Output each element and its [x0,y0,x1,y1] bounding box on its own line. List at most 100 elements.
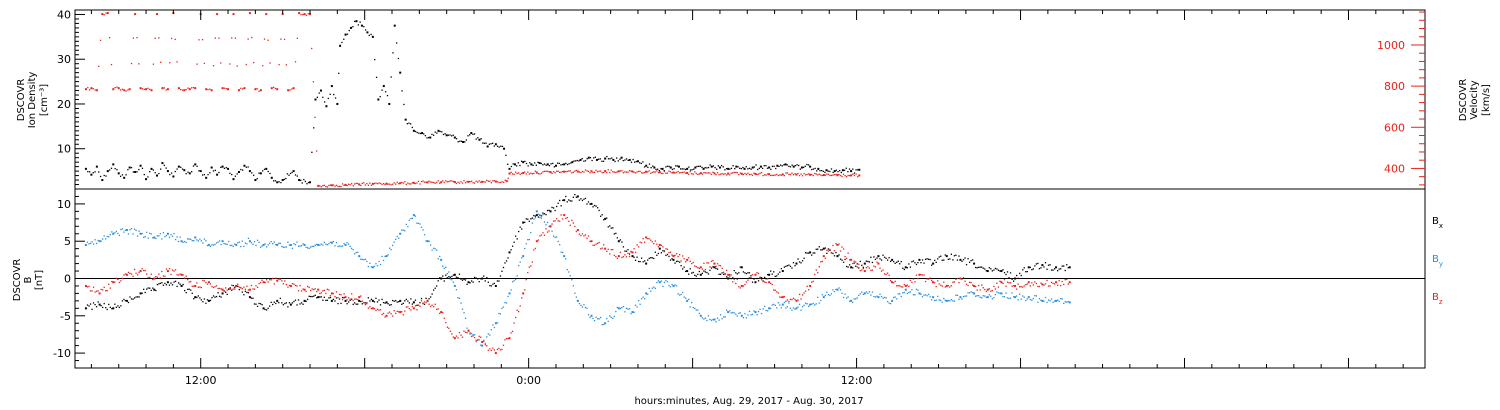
series-by-trace [1047,299,1050,301]
series-by-trace [1067,300,1069,303]
series-by-trace [452,281,455,283]
series-bx-trace [788,264,790,266]
series-bz-trace [920,273,922,276]
series-bx-trace [370,298,373,300]
series-bz-trace [906,284,908,286]
series-by-trace [1053,300,1056,302]
series-ion-density-point [123,176,126,179]
series-bz-trace [801,294,804,296]
series-bx-trace [234,286,236,289]
series-bx-trace [985,270,987,272]
series-by-trace [827,293,830,296]
series-bx-trace [967,258,969,260]
series-by-trace [340,245,342,247]
series-bx-trace [832,252,834,255]
series-by-trace [668,284,670,287]
series-bz-trace [706,262,708,264]
series-bx-trace [603,219,605,221]
series-ion-density-trace [169,173,171,176]
series-velocity-point [216,13,219,16]
series-bx-trace [519,226,521,228]
series-velocity-point [117,87,120,90]
series-by-trace [244,242,247,244]
series-velocity-trace [555,170,558,172]
series-by-trace [1005,292,1007,294]
series-bx-trace [393,300,395,302]
series-bz-trace [361,300,363,302]
series-by-trace [920,293,922,295]
series-bz-trace [1015,288,1018,290]
series-bx-trace [1002,269,1004,271]
series-velocity-trace [530,172,532,174]
series-bx-trace [361,303,363,305]
series-bx-trace [115,306,117,308]
series-ion-density-point [453,136,456,139]
series-bz-trace [820,261,822,263]
series-by-trace [914,294,916,296]
series-bz-trace [832,244,834,247]
series-bx-trace [202,301,204,303]
series-bz-trace [958,282,960,284]
series-by-trace [428,240,430,242]
series-bz-trace [218,287,221,290]
series-ion-density-point [833,170,836,173]
series-ion-density-trace [519,164,521,167]
series-by-trace [880,295,883,298]
series-bx-trace [486,276,488,279]
series-bz-point [1055,281,1058,284]
series-ion-density-trace [286,173,289,175]
series-bz-trace [284,280,286,282]
series-ion-density-trace [333,93,335,96]
series-bx-trace [373,301,376,303]
series-bx-trace [190,289,192,291]
series-bx-trace [902,267,904,269]
series-bx-point [317,296,320,299]
series-bx-trace [313,295,315,297]
series-ion-density-trace [465,139,468,141]
series-by-trace [566,268,568,271]
series-by-trace [726,309,728,311]
series-ion-density-trace [586,158,588,160]
series-ion-density-trace [625,158,628,160]
series-velocity-point [270,87,273,90]
series-bz-trace [95,290,98,292]
series-bz-trace [1038,285,1041,288]
series-ion-density-trace [534,162,536,164]
series-bz-trace [505,337,508,340]
series-bz-trace [990,290,992,292]
plasma-panel-frame [74,9,1426,190]
series-by-trace [288,244,291,246]
series-velocity-trace [417,180,420,183]
series-bx-point [125,299,128,302]
series-by-trace [269,242,271,244]
series-bx-trace [1003,271,1006,274]
series-by-trace [384,255,386,258]
series-bx-trace [464,279,467,281]
series-ion-density-point [702,167,705,170]
series-bz-trace [827,250,830,252]
series-by-trace [396,235,398,238]
series-velocity-trace [92,88,94,90]
series-ion-density-trace [673,168,675,170]
series-ion-density-trace [773,165,775,168]
series-bx-trace [1029,266,1031,269]
series-velocity-trace [833,174,836,176]
series-velocity-trace [695,172,697,175]
series-velocity-trace [407,182,409,184]
series-bz-trace [1012,285,1015,287]
series-ion-density-point [620,156,623,159]
series-by-trace [838,287,840,289]
series-velocity-trace [566,170,568,173]
series-bz-trace [692,261,694,264]
series-bx-trace [911,261,913,263]
series-bz-trace [241,287,244,290]
series-bx-trace [1066,264,1068,266]
series-velocity-point [243,87,246,90]
series-by-trace [968,292,971,294]
series-bz-trace [647,237,649,240]
series-ion-density-point [645,164,648,167]
series-bz-trace [612,248,614,251]
series-bz-trace [944,286,946,288]
series-bz-trace [460,334,462,336]
series-bz-trace [407,306,409,308]
